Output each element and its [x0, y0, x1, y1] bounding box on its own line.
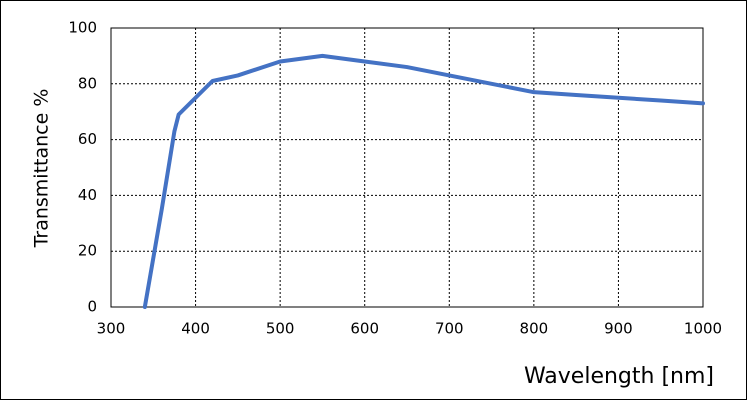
y-tick-label: 40 [78, 186, 97, 204]
y-tick-label: 20 [78, 242, 97, 260]
data-line [142, 53, 705, 309]
plot-border [110, 27, 704, 308]
x-tick-label: 500 [266, 320, 295, 338]
x-tick-label: 700 [435, 320, 464, 338]
y-tick-label: 80 [78, 74, 97, 92]
y-axis-label: Transmittance % [31, 89, 53, 249]
y-tick-label: 0 [87, 298, 97, 316]
x-tick-label: 400 [181, 320, 210, 338]
x-tick-label: 800 [520, 320, 549, 338]
y-tick-label: 60 [78, 130, 97, 148]
x-tick-label: 1000 [684, 320, 722, 338]
x-axis-label: Wavelength [nm] [524, 364, 714, 389]
x-tick-label: 600 [350, 320, 379, 338]
y-tick-label: 100 [68, 19, 97, 37]
x-tick-label: 300 [97, 320, 126, 338]
x-tick-label: 900 [604, 320, 633, 338]
